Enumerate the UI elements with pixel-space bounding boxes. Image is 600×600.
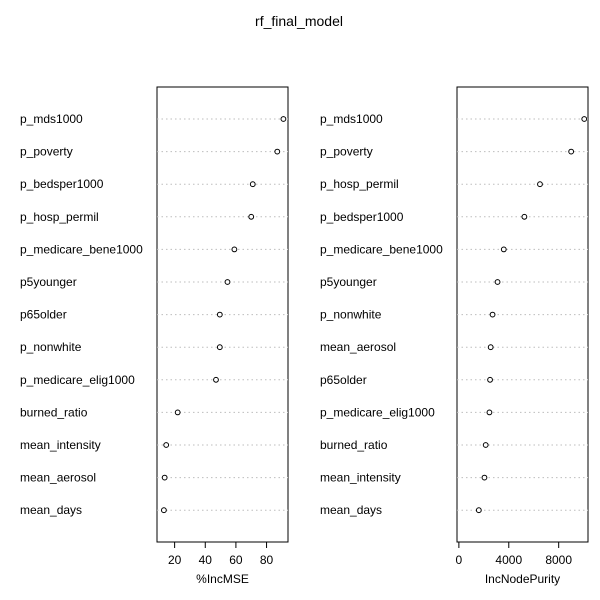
data-point: [537, 181, 543, 188]
category-label: p65older: [320, 373, 367, 387]
data-point: [163, 442, 170, 448]
category-label: mean_days: [320, 503, 382, 517]
category-label: p_poverty: [20, 145, 73, 159]
category-label: p_medicare_bene1000: [20, 242, 143, 256]
x-tick-label: 80: [260, 553, 274, 567]
x-axis-title: %IncMSE: [196, 572, 249, 586]
x-tick-label: 60: [229, 553, 243, 567]
panel-1: p_mds1000 p_poverty p_bedsper1000 p_hosp_pe…: [20, 86, 289, 586]
data-point: [160, 507, 167, 514]
data-point: [521, 213, 528, 220]
data-point: [482, 442, 489, 448]
data-point: [475, 507, 482, 514]
data-point: [500, 246, 507, 253]
data-point: [481, 474, 488, 481]
category-label: p_bedsper1000: [320, 210, 404, 224]
plot-box: [456, 86, 589, 543]
data-point: [568, 148, 575, 155]
x-tick-label: 20: [168, 553, 182, 567]
category-label: mean_intensity: [20, 438, 101, 452]
category-label: burned_ratio: [320, 438, 388, 452]
category-label: p_mds1000: [20, 112, 83, 126]
data-point: [216, 344, 223, 351]
data-point: [487, 376, 493, 383]
data-point: [486, 409, 493, 416]
data-point: [174, 409, 181, 416]
category-label: p_medicare_elig1000: [20, 373, 135, 387]
x-tick-label: 8000: [545, 553, 572, 567]
category-label: burned_ratio: [20, 405, 88, 419]
category-label: p_nonwhite: [20, 340, 82, 354]
category-label: p_medicare_elig1000: [320, 405, 435, 419]
category-label: mean_aerosol: [20, 471, 96, 485]
x-tick-label: 4000: [495, 553, 522, 567]
panel-2: p_mds1000 p_poverty p_hosp_permil p_bedsper…: [320, 86, 589, 586]
category-label: mean_aerosol: [320, 340, 396, 354]
category-label: mean_intensity: [320, 471, 401, 485]
data-point: [248, 213, 255, 220]
category-label: mean_days: [20, 503, 82, 517]
x-tick-label: 40: [199, 553, 213, 567]
data-point: [581, 116, 588, 122]
category-label: p5younger: [20, 275, 77, 289]
data-point: [224, 279, 231, 285]
category-label: p_mds1000: [320, 112, 383, 126]
data-point: [249, 181, 256, 188]
data-point: [213, 376, 219, 383]
x-axis-title: IncNodePurity: [485, 572, 560, 586]
x-tick-label: 0: [456, 553, 463, 567]
category-label: p_hosp_permil: [20, 210, 99, 224]
category-label: p_nonwhite: [320, 308, 382, 322]
category-label: p_poverty: [320, 145, 373, 159]
data-point: [231, 246, 238, 253]
data-point: [487, 344, 494, 351]
data-point: [494, 279, 501, 285]
data-point: [161, 474, 168, 481]
data-point: [274, 148, 281, 155]
chart-title: rf_final_model: [255, 13, 343, 29]
category-label: p_medicare_bene1000: [320, 242, 443, 256]
category-label: p_bedsper1000: [20, 177, 104, 191]
data-point: [489, 311, 496, 318]
category-label: p_hosp_permil: [320, 177, 399, 191]
category-label: p65older: [20, 308, 67, 322]
data-point: [280, 116, 287, 122]
category-label: p5younger: [320, 275, 377, 289]
data-point: [216, 311, 223, 318]
